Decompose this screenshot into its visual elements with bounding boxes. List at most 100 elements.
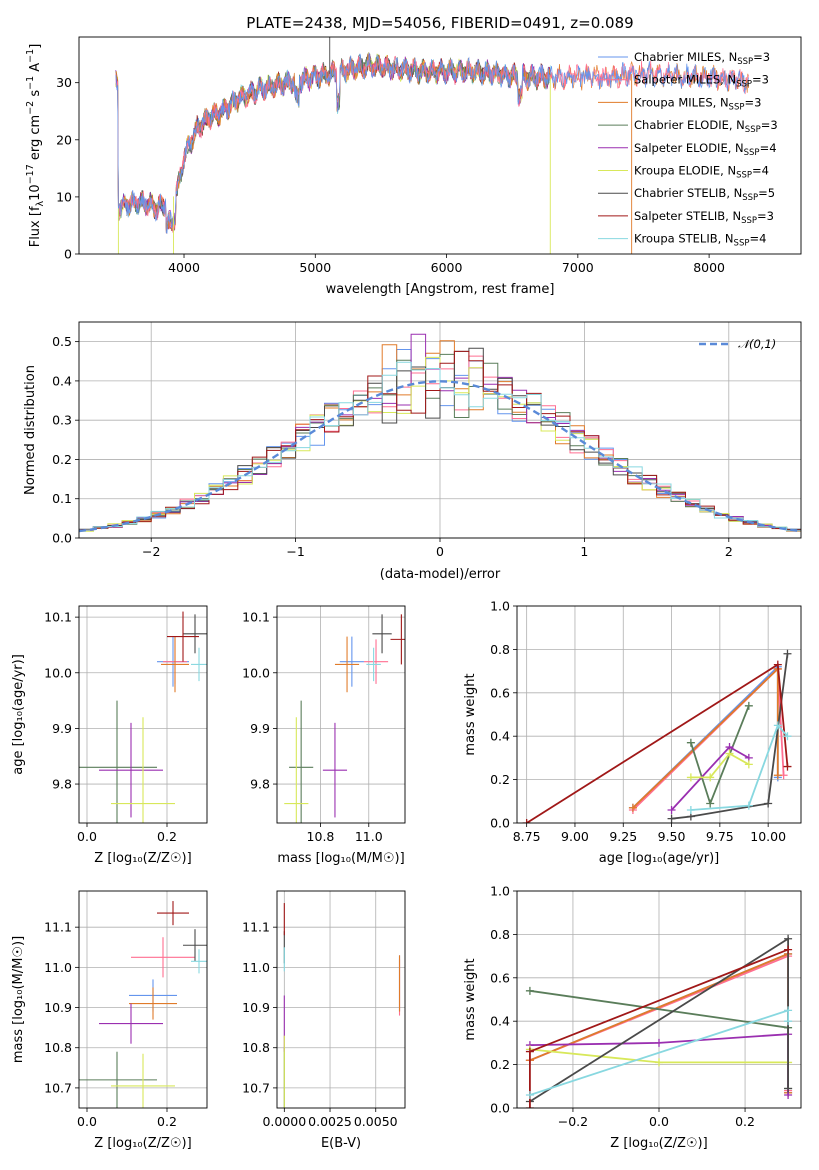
y-tick-label: 9.8 (52, 777, 72, 792)
y-tick-label: 20 (56, 132, 72, 147)
weight-marker (628, 803, 637, 812)
y-ticks: 0.0 0.2 0.4 0.6 0.8 1.0 (490, 599, 517, 831)
y-axis-label: age [log₁₀(age/yr)] (11, 654, 26, 775)
spectrum-series-line (115, 53, 551, 234)
panel-weight-vs-Z: −0.2 0.0 0.2 0.0 0.2 0.4 0.6 0.8 1.0 Z [log₁₀(Z/Z… (463, 884, 802, 1151)
x-tick-label: 0.0025 (308, 1114, 352, 1129)
x-ticks: −2 −1 0 1 2 (142, 538, 733, 559)
y-axis-label: mass [log₁₀(M/M☉)] (11, 936, 26, 1063)
legend-entry: Chabrier MILES, NSSP=3 (634, 50, 770, 67)
weight-marker (783, 649, 792, 658)
x-tick-label: 10.00 (750, 829, 786, 844)
weight-marker (525, 986, 534, 995)
x-tick-label: −2 (142, 544, 160, 559)
y-tick-label: 0.6 (490, 685, 510, 700)
weight-marker (783, 732, 792, 741)
y-tick-label: 9.9 (250, 721, 270, 736)
weight-marker (783, 762, 792, 771)
weight-marker (773, 660, 782, 669)
y-tick-label: 0.2 (52, 452, 72, 467)
y-tick-label: 0.2 (490, 772, 510, 787)
x-ticks: 8.75 9.00 9.25 9.50 9.75 10.00 (513, 823, 786, 844)
y-ticks: 0 10 20 30 (56, 75, 79, 262)
y-tick-label: 0.0 (490, 816, 510, 831)
x-tick-label: 0.0 (77, 829, 97, 844)
axes-frame (78, 605, 208, 824)
axes-frame (516, 890, 802, 1109)
y-tick-label: 10.8 (44, 1040, 72, 1055)
x-tick-label: −0.2 (558, 1114, 588, 1129)
x-ticks: 10.8 11.0 (307, 823, 383, 844)
y-tick-label: 10.9 (242, 1000, 270, 1015)
weight-marker (773, 771, 782, 780)
y-tick-label: 10.1 (44, 610, 72, 625)
y-axis-label: Flux [fλ10−17 erg cm−2 s−1 A−1] (25, 44, 46, 248)
legend-entry: Salpeter MILES, NSSP=3 (634, 73, 769, 90)
x-tick-label: 2 (725, 544, 733, 559)
y-tick-label: 0.8 (490, 927, 510, 942)
plot-area (79, 611, 207, 823)
y-tick-label: 0.6 (490, 970, 510, 985)
plot-area (283, 903, 401, 1108)
weight-marker (706, 799, 715, 808)
weight-marker (525, 1104, 534, 1108)
normal-curve (79, 380, 801, 533)
y-tick-label: 11.1 (44, 920, 72, 935)
y-ticks: 10.7 10.8 10.9 11.0 11.1 (44, 920, 79, 1095)
y-tick-label: 0.5 (52, 334, 72, 349)
x-tick-label: 7000 (562, 260, 594, 275)
weight-marker (667, 814, 676, 823)
y-tick-label: 9.8 (250, 777, 270, 792)
legend-entry: Kroupa ELODIE, NSSP=4 (634, 164, 769, 181)
weight-marker (706, 773, 715, 782)
legend-entry: 𝒩(0,1) (738, 337, 776, 351)
weight-marker (784, 945, 793, 954)
x-tick-label: 9.00 (561, 829, 589, 844)
x-ticks: 0.0000 0.0025 0.0050 (262, 1108, 398, 1129)
spectrum-series-line (115, 54, 551, 232)
y-tick-label: 0.0 (52, 531, 72, 546)
histogram-series (79, 347, 801, 530)
y-tick-label: 1.0 (490, 599, 510, 614)
figure-title: PLATE=2438, MJD=54056, FIBERID=0491, z=0… (246, 14, 633, 32)
weight-marker (725, 749, 734, 758)
y-axis-label: Normed distribution (23, 365, 38, 495)
y-ticks: 10.7 10.8 10.9 11.0 11.1 (242, 920, 277, 1095)
weight-series-line (690, 752, 750, 779)
weight-marker (784, 1006, 793, 1015)
x-axis-label: Z [log₁₀(Z/Z☉)] (94, 1136, 191, 1151)
panel-spectrum: 4000 5000 6000 7000 8000 0 10 20 30 wavelength [A… (25, 36, 802, 297)
axes-frame (276, 605, 406, 824)
legend: 𝒩(0,1) (699, 337, 776, 351)
spectrum-series-line (115, 52, 749, 234)
x-tick-label: −1 (286, 544, 304, 559)
weight-series-line (526, 663, 789, 823)
y-tick-label: 10.7 (242, 1080, 270, 1095)
panel-weight-vs-age: 8.75 9.00 9.25 9.50 9.75 10.00 0.0 0.2 0.4 0.6 0.8… (463, 599, 802, 866)
y-tick-label: 11.0 (44, 960, 72, 975)
weight-marker (686, 738, 695, 747)
spectrum-series-line (115, 52, 551, 233)
y-tick-label: 0.8 (490, 642, 510, 657)
panel-mass-vs-ebv: 0.0000 0.0025 0.0050 10.7 10.8 10.9 11.0 11.1 E(… (242, 890, 406, 1151)
x-axis-label: age [log₁₀(age/yr)] (599, 851, 720, 866)
plot-area (79, 901, 207, 1108)
y-tick-label: 0.4 (490, 1014, 510, 1029)
x-tick-label: 9.50 (658, 829, 686, 844)
weight-marker (686, 773, 695, 782)
x-axis-label: Z [log₁₀(Z/Z☉)] (610, 1136, 707, 1151)
spectrum-series-line (115, 53, 551, 230)
weight-marker (655, 1058, 663, 1067)
x-ticks: 0.0 0.2 (77, 823, 177, 844)
weight-marker (525, 1047, 534, 1056)
x-tick-label: 0.2 (157, 1114, 177, 1129)
weight-marker (744, 701, 753, 710)
plot-area (284, 614, 405, 823)
x-tick-label: 9.25 (609, 829, 637, 844)
y-tick-label: 11.0 (242, 960, 270, 975)
y-tick-label: 10.7 (44, 1080, 72, 1095)
weight-marker (686, 805, 695, 814)
y-tick-label: 0.4 (52, 373, 72, 388)
x-tick-label: 0 (436, 544, 444, 559)
